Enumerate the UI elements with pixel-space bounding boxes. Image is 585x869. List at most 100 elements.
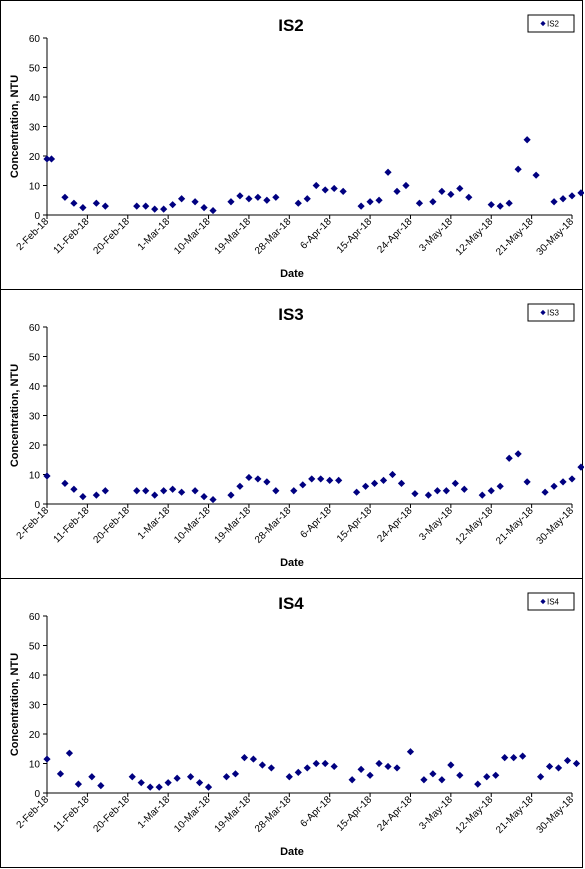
x-tick-label: 10-Mar-18 <box>172 794 213 835</box>
legend-box <box>527 592 575 611</box>
y-tick-label: 20 <box>29 152 41 163</box>
data-point <box>519 752 527 760</box>
data-point <box>254 475 262 483</box>
chart-panel-is3: IS3 0 10 20 30 40 50 60 2-Feb-18 11-Feb-18 20-Feb-… <box>0 289 584 579</box>
data-point <box>366 771 374 779</box>
data-point <box>88 773 96 781</box>
chart-is2: IS2 0 10 20 30 40 50 60 2-Feb-18 11-Feb-18 20-Feb-… <box>9 14 584 280</box>
data-point <box>487 201 495 209</box>
data-point <box>240 754 249 762</box>
data-point <box>209 495 217 504</box>
data-point <box>61 193 69 201</box>
data-point <box>169 201 177 209</box>
data-point <box>353 488 361 496</box>
data-point <box>317 475 325 483</box>
x-tick-label: 19-Mar-18 <box>213 794 254 835</box>
data-point <box>357 202 365 210</box>
data-point <box>263 196 271 204</box>
x-tick-label: 24-Apr-18 <box>375 505 415 545</box>
data-point <box>312 181 320 190</box>
y-tick-label: 0 <box>34 211 40 222</box>
data-point <box>348 776 356 784</box>
data-point <box>487 487 495 495</box>
data-point <box>254 193 262 201</box>
data-point <box>536 773 545 781</box>
data-point <box>178 195 186 203</box>
data-point <box>160 205 168 213</box>
data-point <box>330 762 338 771</box>
y-tick-label: 0 <box>34 789 40 800</box>
data-point <box>433 487 441 495</box>
y-tick-label: 50 <box>29 353 41 364</box>
legend-label: IS2 <box>547 20 560 29</box>
x-tick-label: 19-Mar-18 <box>213 216 254 257</box>
data-point <box>370 479 379 487</box>
data-point <box>545 762 554 771</box>
data-point <box>496 202 504 210</box>
data-point <box>249 755 258 763</box>
data-point <box>92 199 100 207</box>
y-tick-label: 30 <box>29 412 41 423</box>
data-point <box>559 195 567 203</box>
data-point <box>204 783 213 791</box>
y-tick-label: 40 <box>29 93 41 104</box>
y-tick-label: 40 <box>29 382 41 393</box>
y-tick-label: 40 <box>29 671 41 682</box>
chart-title: IS3 <box>278 305 304 324</box>
data-point <box>420 776 428 784</box>
data-point <box>74 780 83 788</box>
data-point <box>397 479 406 487</box>
data-point <box>335 476 343 484</box>
data-point <box>43 472 51 480</box>
data-point <box>267 764 275 772</box>
data-point <box>146 783 154 791</box>
data-point <box>231 770 240 778</box>
data-point <box>263 478 271 486</box>
data-point <box>70 199 78 207</box>
x-tick-label: 1-Mar-18 <box>136 794 173 831</box>
x-tick-label: 2-Feb-18 <box>15 216 52 253</box>
data-point <box>361 482 370 490</box>
data-point <box>384 168 392 176</box>
data-point <box>393 187 401 195</box>
y-tick-label: 60 <box>29 323 41 334</box>
x-tick-label: 21-May-18 <box>494 794 536 836</box>
data-point <box>550 198 558 206</box>
data-point <box>330 184 338 193</box>
data-point <box>209 206 217 215</box>
data-point <box>70 485 78 493</box>
data-point <box>79 493 87 501</box>
data-point <box>258 761 266 769</box>
data-point <box>272 487 280 495</box>
data-point <box>312 759 320 768</box>
data-point <box>438 776 446 784</box>
legend-marker <box>540 598 546 605</box>
x-tick-label: 24-Apr-18 <box>375 216 415 256</box>
legend-marker <box>540 20 546 27</box>
x-tick-label: 20-Feb-18 <box>91 794 132 835</box>
y-tick-label: 50 <box>29 642 41 653</box>
data-point <box>451 479 459 487</box>
data-point <box>303 764 311 772</box>
x-tick-label: 28-Mar-18 <box>253 794 294 835</box>
x-tick-label: 12-May-18 <box>454 794 496 836</box>
data-point <box>456 184 464 193</box>
data-point <box>429 198 437 206</box>
data-point <box>474 780 482 788</box>
data-point <box>61 479 69 487</box>
data-point <box>523 478 531 486</box>
data-point <box>411 490 419 498</box>
data-point <box>505 454 513 462</box>
data-point <box>510 754 518 762</box>
data-point <box>492 771 500 779</box>
data-point <box>532 171 540 179</box>
data-point <box>321 759 329 768</box>
data-point <box>460 485 468 493</box>
y-tick-label: 60 <box>29 34 41 45</box>
data-point <box>415 199 424 207</box>
data-point <box>550 482 558 490</box>
data-point <box>178 488 186 496</box>
data-point <box>142 202 150 210</box>
data-point <box>92 491 100 499</box>
y-tick-label: 30 <box>29 701 41 712</box>
